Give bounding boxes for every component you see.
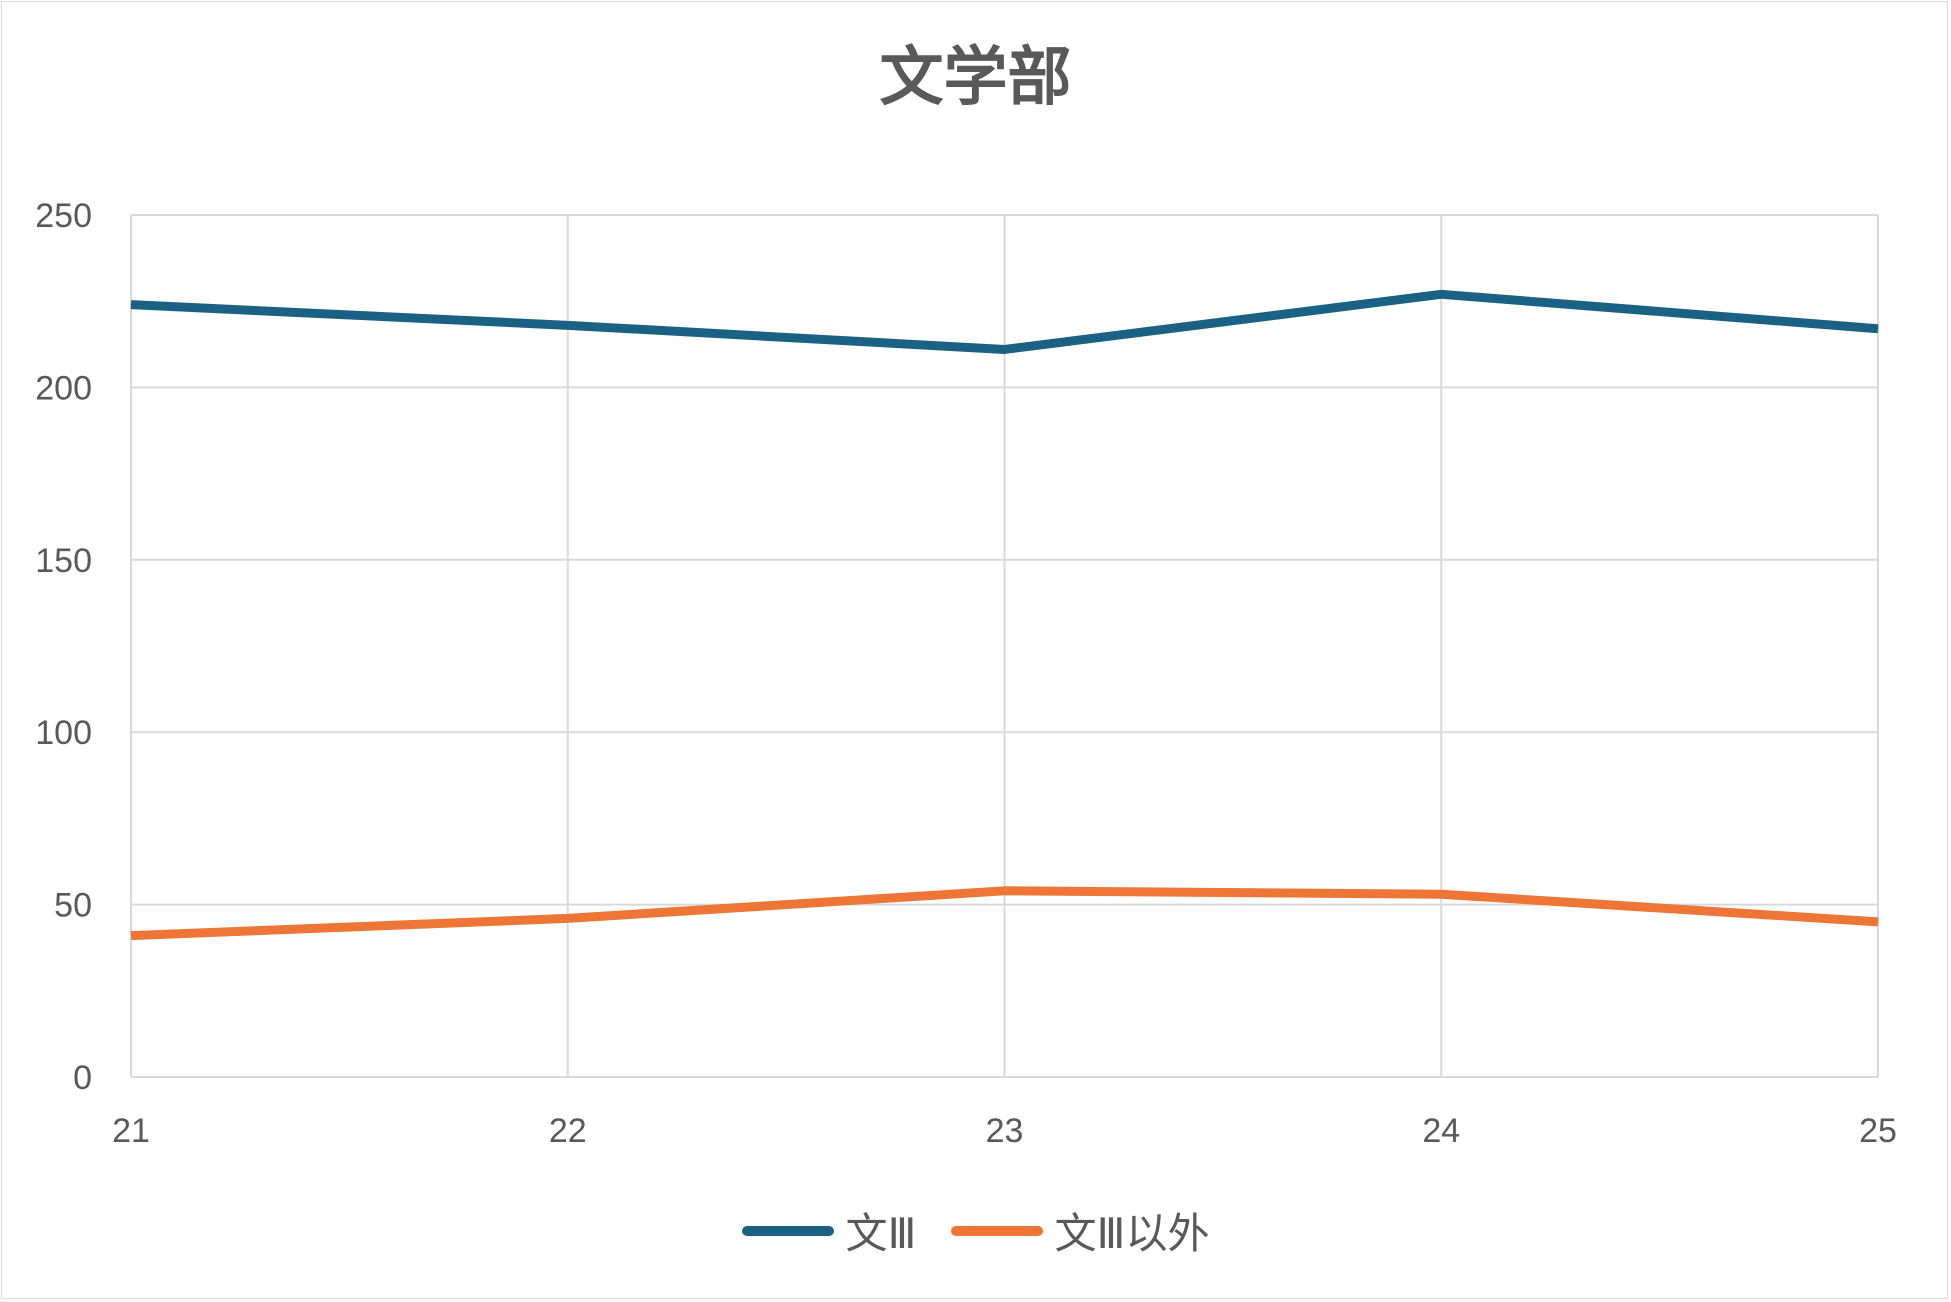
legend-label-series-2: 文Ⅲ以外	[1054, 1209, 1210, 1258]
data-point-series-2	[1440, 893, 1442, 895]
chart-title: 文学部	[879, 41, 1072, 115]
y-tick-label: 50	[54, 887, 92, 925]
data-point-series-1	[1440, 293, 1442, 295]
x-tick-label: 24	[1422, 1112, 1460, 1150]
y-tick-label: 150	[35, 542, 92, 580]
legend-item-series-1: 文Ⅲ	[741, 1200, 917, 1261]
data-point-series-2	[1877, 921, 1879, 923]
legend-swatch-series-1	[741, 1225, 834, 1236]
legend-label-series-1: 文Ⅲ	[845, 1209, 917, 1258]
y-tick-label: 100	[35, 714, 92, 752]
data-point-series-1	[1004, 348, 1005, 350]
x-tick-label: 25	[1859, 1112, 1897, 1150]
data-point-series-2	[567, 917, 569, 919]
y-tick-label: 200	[35, 369, 92, 407]
data-point-series-1	[567, 324, 569, 326]
y-tick-label: 0	[73, 1059, 92, 1097]
x-tick-label: 23	[986, 1112, 1024, 1150]
data-point-series-1	[130, 304, 132, 306]
x-tick-label: 21	[112, 1112, 150, 1150]
legend-item-series-2: 文Ⅲ以外	[950, 1200, 1210, 1261]
data-point-series-2	[130, 935, 132, 937]
x-tick-label: 22	[549, 1112, 587, 1150]
data-point-series-1	[1877, 328, 1879, 330]
legend-swatch-series-2	[950, 1225, 1043, 1236]
legend: 文Ⅲ 文Ⅲ以外	[0, 1200, 1951, 1261]
data-point-series-2	[1004, 890, 1005, 892]
y-tick-label: 250	[35, 197, 92, 235]
